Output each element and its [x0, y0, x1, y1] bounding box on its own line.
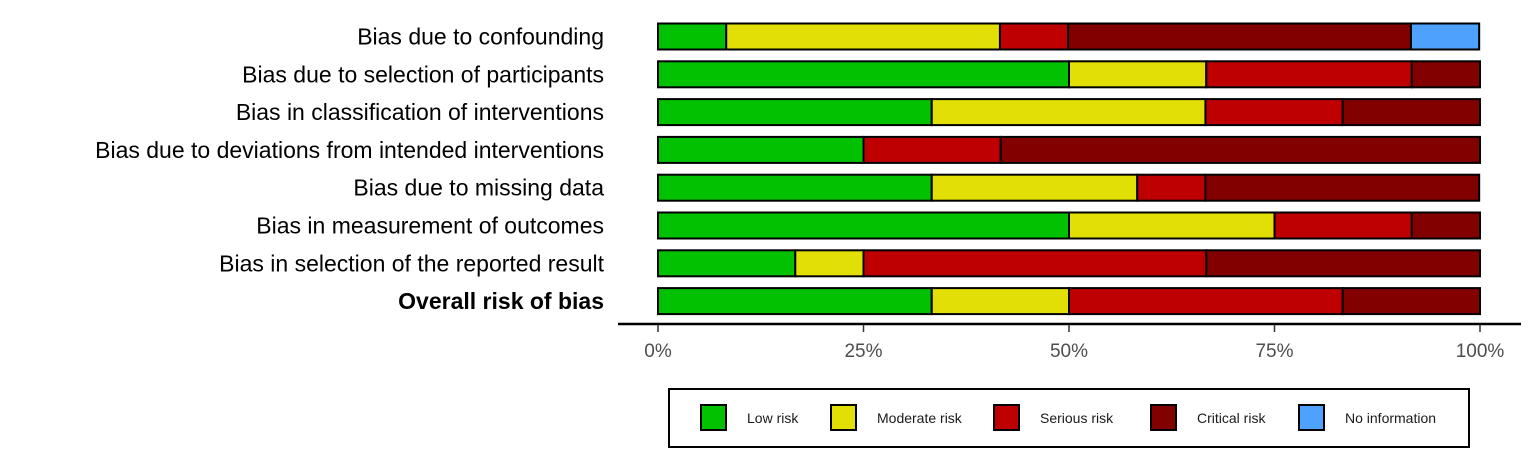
bar-segment-serious-risk-8 [1068, 287, 1344, 316]
legend-box [668, 388, 1470, 448]
legend: Low risk Moderate risk Serious risk Critica… [668, 388, 1470, 448]
bar-segment-serious-risk-5 [1136, 173, 1207, 202]
bar-segment-critical-risk-8 [1341, 287, 1481, 316]
legend-key-moderate-risk [830, 404, 857, 431]
bar-segment-no-information-1 [1409, 22, 1481, 51]
legend-key-serious-risk [993, 404, 1020, 431]
bar-segment-low-risk-5 [657, 173, 933, 202]
bar-segment-serious-risk-2 [1205, 60, 1413, 89]
bar-segment-moderate-risk-7 [794, 249, 865, 278]
category-label-1: Bias due to confounding [357, 24, 604, 50]
bar-segment-moderate-risk-1 [725, 22, 1001, 51]
bar-segment-serious-risk-4 [862, 135, 1002, 164]
x-tick-label: 75% [1255, 341, 1293, 362]
bar-segment-critical-risk-7 [1205, 249, 1482, 278]
bar-segment-low-risk-2 [657, 60, 1070, 89]
bar-segment-critical-risk-1 [1067, 22, 1412, 51]
bar-segment-moderate-risk-5 [930, 173, 1139, 202]
x-tick-label: 0% [644, 341, 672, 362]
category-labels: Bias due to confounding Bias due to selec… [95, 24, 604, 315]
x-tick-label: 50% [1050, 341, 1088, 362]
bar-segment-critical-risk-5 [1204, 173, 1481, 202]
bar-segment-serious-risk-6 [1273, 211, 1413, 240]
category-label-8: Overall risk of bias [398, 288, 604, 314]
bar-segment-low-risk-3 [657, 98, 933, 127]
bar-segment-low-risk-6 [657, 211, 1070, 240]
legend-label-no-information: No information [1345, 410, 1436, 426]
bar-segment-serious-risk-1 [998, 22, 1070, 51]
bars-layer [657, 22, 1482, 316]
bar-segment-low-risk-4 [657, 135, 865, 164]
category-label-4: Bias due to deviations from intended int… [95, 137, 604, 163]
category-label-6: Bias in measurement of outcomes [256, 213, 604, 239]
bar-segment-critical-risk-2 [1410, 60, 1482, 89]
category-label-5: Bias due to missing data [353, 175, 604, 201]
bar-segment-low-risk-1 [657, 22, 728, 51]
category-label-7: Bias in selection of the reported result [219, 250, 604, 276]
bar-segment-critical-risk-3 [1341, 98, 1481, 127]
bar-segment-serious-risk-7 [862, 249, 1208, 278]
bar-segment-low-risk-8 [657, 287, 933, 316]
x-axis-ticks: 0% 25% 50% 75% 100% [644, 325, 1504, 362]
category-label-3: Bias in classification of interventions [236, 99, 604, 125]
bar-segment-critical-risk-4 [999, 135, 1482, 164]
bar-segment-critical-risk-6 [1410, 211, 1482, 240]
legend-label-serious-risk: Serious risk [1040, 410, 1114, 426]
legend-key-low-risk [700, 404, 727, 431]
legend-label-critical-risk: Critical risk [1197, 410, 1266, 426]
bar-segment-serious-risk-3 [1204, 98, 1344, 127]
legend-key-critical-risk [1150, 404, 1177, 431]
x-tick-label: 25% [844, 341, 882, 362]
legend-label-moderate-risk: Moderate risk [877, 410, 963, 426]
legend-key-no-information [1298, 404, 1325, 431]
bar-segment-moderate-risk-8 [930, 287, 1070, 316]
bar-segment-moderate-risk-6 [1068, 211, 1276, 240]
bar-segment-moderate-risk-3 [930, 98, 1207, 127]
bar-segment-moderate-risk-2 [1068, 60, 1208, 89]
category-label-2: Bias due to selection of participants [242, 61, 604, 87]
legend-label-low-risk: Low risk [747, 410, 799, 426]
bar-segment-low-risk-7 [657, 249, 797, 278]
x-tick-label: 100% [1456, 341, 1505, 362]
